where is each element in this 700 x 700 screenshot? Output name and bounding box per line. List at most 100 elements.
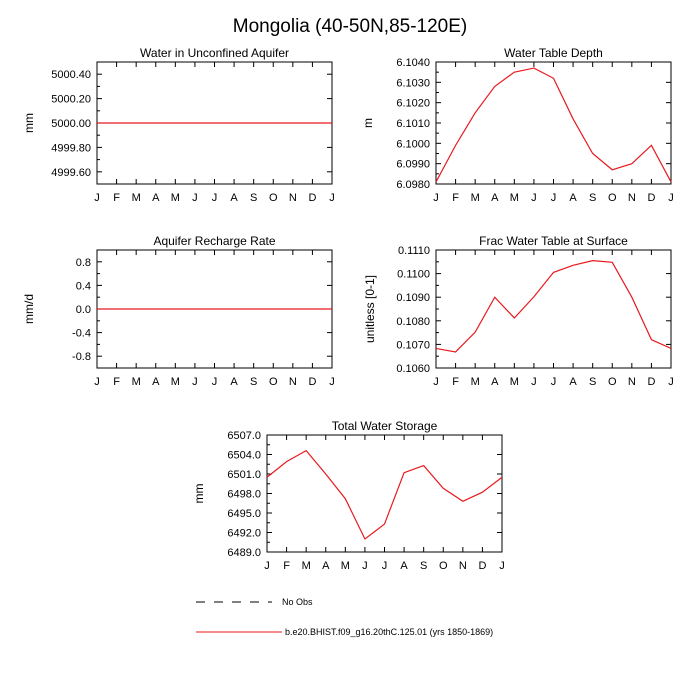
- x-tick-label: N: [628, 192, 636, 204]
- y-tick-label: 6501.0: [227, 469, 261, 481]
- x-tick-label: N: [459, 560, 467, 572]
- x-tick-label: J: [94, 192, 100, 204]
- legend-label-1: No Obs: [282, 597, 313, 607]
- x-tick-label: D: [308, 376, 316, 388]
- legend-label-2: b.e20.BHIST.f09_g16.20thC.125.01 (yrs 18…: [285, 627, 493, 637]
- x-tick-label: M: [132, 192, 141, 204]
- y-tick-label: 4999.60: [51, 167, 91, 179]
- y-axis-label: mm: [192, 484, 206, 504]
- y-tick-label: 6.1040: [396, 57, 430, 69]
- x-tick-label: M: [471, 192, 480, 204]
- plot-frame: [435, 61, 672, 185]
- x-tick-label: J: [668, 192, 674, 204]
- series-line-model: [266, 449, 503, 540]
- x-tick-label: A: [152, 192, 160, 204]
- y-tick-label: 0.1070: [396, 339, 430, 351]
- x-tick-label: N: [289, 192, 297, 204]
- series-line-model: [435, 260, 672, 353]
- x-tick-label: F: [113, 376, 120, 388]
- x-tick-label: J: [551, 192, 557, 204]
- x-tick-label: A: [230, 192, 238, 204]
- x-tick-label: F: [452, 192, 459, 204]
- y-tick-label: 0.0: [76, 304, 91, 316]
- x-tick-label: M: [510, 192, 519, 204]
- panel-title: Water in Unconfined Aquifer: [140, 46, 289, 60]
- x-tick-label: F: [452, 376, 459, 388]
- x-tick-label: O: [608, 376, 617, 388]
- x-tick-label: S: [589, 376, 596, 388]
- y-tick-label: 6498.0: [227, 489, 261, 501]
- y-tick-label: 5000.40: [51, 69, 91, 81]
- panel-title: Water Table Depth: [504, 46, 603, 60]
- y-tick-label: 6504.0: [227, 450, 261, 462]
- x-tick-label: J: [362, 560, 368, 572]
- y-tick-label: 4999.80: [51, 142, 91, 154]
- x-tick-label: M: [341, 560, 350, 572]
- x-tick-label: A: [569, 376, 577, 388]
- y-tick-label: 6.1010: [396, 118, 430, 130]
- y-tick-label: 5000.20: [51, 94, 91, 106]
- y-tick-label: 5000.00: [51, 118, 91, 130]
- y-axis-label: m: [361, 118, 375, 128]
- x-tick-label: A: [152, 376, 160, 388]
- x-tick-label: D: [647, 192, 655, 204]
- x-tick-label: S: [589, 192, 596, 204]
- x-tick-label: J: [94, 376, 100, 388]
- x-tick-label: M: [132, 376, 141, 388]
- x-tick-label: J: [329, 376, 335, 388]
- y-tick-label: 6492.0: [227, 528, 261, 540]
- y-tick-label: 6.1000: [396, 138, 430, 150]
- x-tick-label: A: [322, 560, 330, 572]
- y-tick-label: 0.1060: [396, 363, 430, 375]
- y-tick-label: 6495.0: [227, 508, 261, 520]
- y-tick-label: 6.1030: [396, 77, 430, 89]
- y-tick-label: 6507.0: [227, 430, 261, 442]
- y-tick-label: 0.1090: [396, 292, 430, 304]
- x-tick-label: M: [171, 192, 180, 204]
- panel-title: Frac Water Table at Surface: [479, 234, 628, 248]
- x-tick-label: J: [499, 560, 505, 572]
- x-tick-label: S: [250, 376, 257, 388]
- x-tick-label: M: [171, 376, 180, 388]
- x-tick-label: S: [420, 560, 427, 572]
- x-tick-label: D: [308, 192, 316, 204]
- y-tick-label: 6.1020: [396, 98, 430, 110]
- y-tick-label: -0.4: [72, 328, 91, 340]
- x-tick-label: A: [491, 192, 499, 204]
- y-tick-label: 0.1100: [397, 269, 430, 281]
- y-tick-label: 0.1080: [396, 316, 430, 328]
- x-tick-label: J: [212, 376, 218, 388]
- x-tick-label: N: [628, 376, 636, 388]
- y-tick-label: 0.8: [76, 257, 91, 269]
- series-line-model: [435, 67, 672, 183]
- x-tick-label: J: [192, 192, 198, 204]
- x-tick-label: A: [400, 560, 408, 572]
- x-tick-label: O: [439, 560, 448, 572]
- x-tick-label: D: [647, 376, 655, 388]
- x-tick-label: M: [302, 560, 311, 572]
- x-tick-label: D: [478, 560, 486, 572]
- x-tick-label: J: [212, 192, 218, 204]
- x-tick-label: S: [250, 192, 257, 204]
- x-tick-label: M: [471, 376, 480, 388]
- x-tick-label: F: [283, 560, 290, 572]
- x-tick-label: O: [269, 376, 278, 388]
- panel-title: Aquifer Recharge Rate: [153, 234, 275, 248]
- y-tick-label: 6489.0: [227, 547, 261, 559]
- x-tick-label: J: [329, 192, 335, 204]
- panel-title: Total Water Storage: [332, 419, 438, 433]
- y-axis-label: unitless [0-1]: [363, 275, 377, 343]
- x-tick-label: J: [433, 376, 439, 388]
- main-title: Mongolia (40-50N,85-120E): [233, 16, 467, 37]
- x-tick-label: F: [113, 192, 120, 204]
- x-tick-label: J: [531, 192, 537, 204]
- y-tick-label: 0.4: [76, 280, 91, 292]
- x-tick-label: A: [230, 376, 238, 388]
- x-tick-label: J: [192, 376, 198, 388]
